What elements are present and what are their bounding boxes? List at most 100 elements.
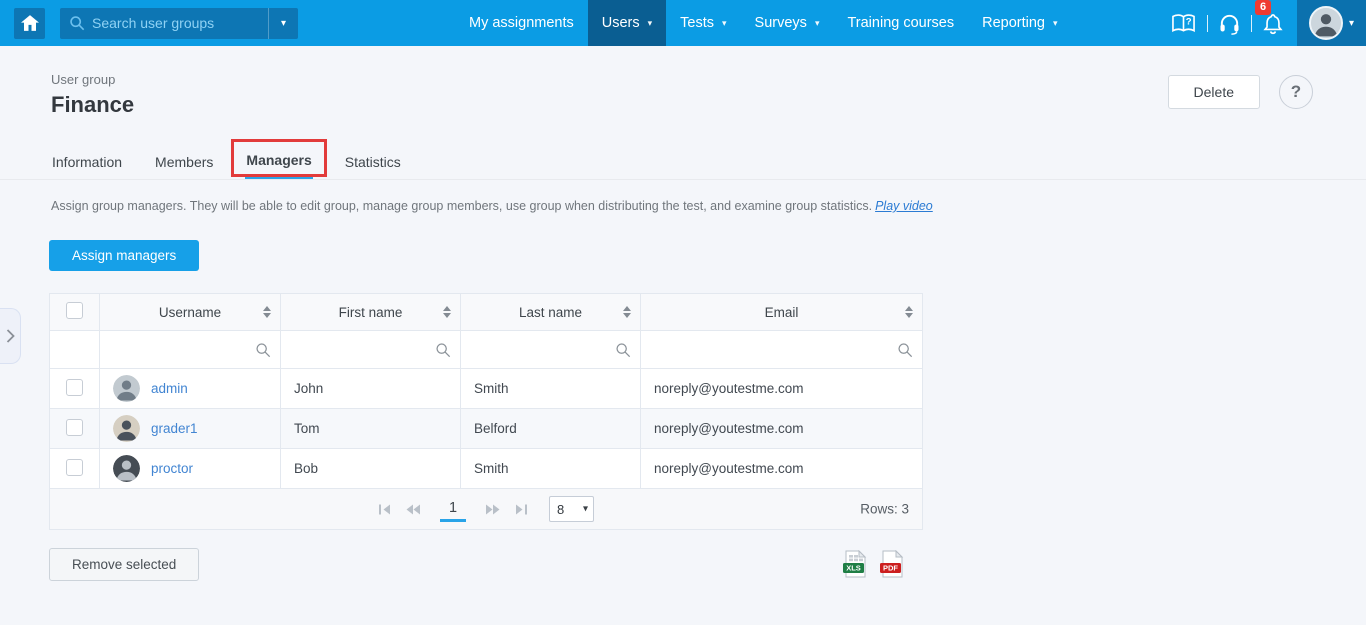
- filter-first-name-input[interactable]: [281, 331, 460, 368]
- paginator: 1 8 ▾: [50, 489, 922, 529]
- user-group-search-box[interactable]: ▾: [60, 7, 298, 39]
- paginator-cell: 1 8 ▾ Rows: 3: [49, 488, 923, 530]
- column-header-username[interactable]: Username: [99, 293, 281, 331]
- username-cell: proctor: [99, 448, 281, 489]
- export-pdf-button[interactable]: PDF: [879, 549, 905, 583]
- remove-selected-button[interactable]: Remove selected: [49, 548, 200, 581]
- pdf-file-icon: PDF: [880, 549, 904, 578]
- table-row: grader1 Tom Belford noreply@youtestme.co…: [49, 408, 923, 449]
- filter-username-input[interactable]: [100, 331, 280, 368]
- home-button[interactable]: [14, 7, 45, 39]
- breadcrumb: User group: [51, 72, 116, 87]
- email-cell: noreply@youtestme.com: [640, 368, 923, 409]
- search-divider: [268, 7, 269, 39]
- nav-label: My assignments: [469, 15, 574, 31]
- sidebar-expander[interactable]: [0, 308, 21, 364]
- bell-icon: [1263, 13, 1283, 34]
- table-row: admin John Smith noreply@youtestme.com: [49, 368, 923, 409]
- play-video-link[interactable]: Play video: [875, 199, 933, 213]
- managers-description: Assign group managers. They will be able…: [51, 199, 933, 213]
- headset-icon: [1220, 14, 1239, 35]
- tab-managers[interactable]: Managers: [231, 139, 327, 179]
- search-scope-chevron-down-icon[interactable]: ▾: [280, 17, 287, 29]
- chevron-down-icon: ▾: [814, 17, 820, 28]
- previous-page-button[interactable]: [405, 504, 421, 515]
- username-link[interactable]: proctor: [151, 461, 194, 476]
- table-filter-row: [49, 330, 923, 369]
- page-title: Finance: [51, 92, 135, 117]
- notification-badge: 6: [1255, 0, 1272, 15]
- tab-information[interactable]: Information: [52, 153, 123, 170]
- managers-table-container: Username First name Last name: [49, 293, 923, 530]
- rows-count-label: Rows: 3: [860, 501, 909, 517]
- filter-last-name-cell: [460, 330, 641, 369]
- chevron-down-icon: ▾: [1053, 17, 1058, 28]
- xls-file-icon: XLS: [843, 549, 867, 578]
- nav-users[interactable]: Users ▾: [587, 0, 667, 46]
- column-header-last-name[interactable]: Last name: [460, 293, 641, 331]
- nav-reporting[interactable]: Reporting ▾: [968, 0, 1071, 46]
- page-size-select[interactable]: 8: [549, 496, 595, 522]
- sort-icon: [905, 306, 913, 318]
- column-header-email[interactable]: Email: [640, 293, 923, 331]
- next-page-button[interactable]: [485, 504, 501, 515]
- filter-empty-cell: [49, 330, 100, 369]
- table-footer-row: 1 8 ▾ Rows: 3: [49, 488, 923, 530]
- svg-text:PDF: PDF: [883, 564, 898, 573]
- column-header-first-name[interactable]: First name: [280, 293, 461, 331]
- nav-training-courses[interactable]: Training courses: [833, 0, 968, 46]
- profile-avatar: [1308, 6, 1343, 40]
- username-link[interactable]: grader1: [151, 421, 198, 436]
- search-icon: [256, 342, 271, 357]
- username-cell: admin: [99, 368, 281, 409]
- select-all-checkbox[interactable]: [66, 302, 83, 319]
- avatar-person-icon: [1310, 8, 1341, 38]
- export-xls-button[interactable]: XLS: [842, 549, 868, 583]
- delete-button[interactable]: Delete: [1167, 75, 1260, 109]
- row-select-cell: [49, 368, 100, 409]
- username-link[interactable]: admin: [151, 381, 188, 396]
- row-checkbox[interactable]: [66, 458, 83, 476]
- row-checkbox[interactable]: [66, 418, 83, 436]
- support-button[interactable]: [1218, 12, 1241, 35]
- nav-label: Reporting: [982, 15, 1045, 31]
- last-name-cell: Belford: [460, 408, 641, 449]
- table-bottom-bar: Remove selected XLS PDF: [49, 548, 922, 583]
- email-cell: noreply@youtestme.com: [640, 448, 923, 489]
- email-cell: noreply@youtestme.com: [640, 408, 923, 449]
- tab-statistics[interactable]: Statistics: [344, 153, 401, 170]
- topbar-separator: [1207, 14, 1208, 32]
- manual-book-icon: ?: [1172, 13, 1195, 32]
- svg-text:?: ?: [1186, 16, 1192, 27]
- filter-username-cell: [99, 330, 281, 369]
- search-icon: [436, 342, 451, 357]
- last-name-cell: Smith: [460, 448, 641, 489]
- filter-email-cell: [640, 330, 923, 369]
- search-input[interactable]: [92, 15, 252, 31]
- assign-managers-button[interactable]: Assign managers: [49, 240, 200, 271]
- help-button[interactable]: ?: [1279, 75, 1313, 109]
- nav-label: Users: [601, 15, 640, 31]
- home-icon: [20, 15, 39, 31]
- nav-tests[interactable]: Tests ▾: [666, 0, 740, 46]
- filter-email-input[interactable]: [641, 331, 922, 368]
- first-page-button[interactable]: [378, 504, 392, 515]
- sort-icon: [263, 306, 271, 318]
- table-row: proctor Bob Smith noreply@youtestme.com: [49, 448, 923, 489]
- nav-label: Training courses: [847, 15, 955, 31]
- last-page-button[interactable]: [514, 504, 528, 515]
- tab-members[interactable]: Members: [155, 153, 214, 170]
- nav-surveys[interactable]: Surveys ▾: [741, 0, 834, 46]
- question-mark-icon: ?: [1290, 82, 1302, 101]
- page-number[interactable]: 1: [439, 497, 467, 522]
- nav-my-assignments[interactable]: My assignments: [455, 0, 588, 46]
- nav-label: Tests: [680, 15, 715, 31]
- svg-text:XLS: XLS: [846, 564, 861, 573]
- filter-last-name-input[interactable]: [461, 331, 640, 368]
- notifications-button[interactable]: 6: [1255, 0, 1284, 35]
- row-checkbox[interactable]: [66, 378, 83, 396]
- chevron-down-icon: ▾: [1348, 17, 1355, 29]
- profile-menu[interactable]: ▾: [1297, 0, 1366, 46]
- user-manual-button[interactable]: ?: [1170, 12, 1197, 35]
- table-header-row: Username First name Last name: [49, 293, 923, 331]
